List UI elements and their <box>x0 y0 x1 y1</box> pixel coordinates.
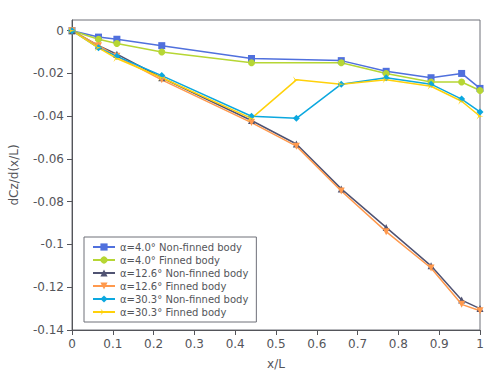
svg-text:-0.04: -0.04 <box>33 109 64 123</box>
svg-text:0.7: 0.7 <box>348 337 367 351</box>
svg-text:0.1: 0.1 <box>103 337 122 351</box>
svg-text:-0.12: -0.12 <box>33 280 64 294</box>
svg-text:0: 0 <box>56 24 64 38</box>
svg-text:0.8: 0.8 <box>389 337 408 351</box>
svg-text:-0.02: -0.02 <box>33 66 64 80</box>
svg-text:0.5: 0.5 <box>266 337 285 351</box>
svg-text:α=4.0° Finned body: α=4.0° Finned body <box>120 255 220 266</box>
svg-text:dCz/d(x/L): dCz/d(x/L) <box>7 144 21 205</box>
svg-text:α=30.3° Non-finned body: α=30.3° Non-finned body <box>120 294 248 305</box>
svg-text:-0.08: -0.08 <box>33 195 64 209</box>
svg-text:-0.1: -0.1 <box>41 237 64 251</box>
svg-text:α=12.6° Finned body: α=12.6° Finned body <box>120 281 226 292</box>
svg-text:α=4.0° Non-finned body: α=4.0° Non-finned body <box>120 242 242 253</box>
svg-text:x/L: x/L <box>267 357 285 371</box>
svg-text:0.6: 0.6 <box>307 337 326 351</box>
svg-text:1: 1 <box>476 337 484 351</box>
svg-text:0.4: 0.4 <box>226 337 245 351</box>
svg-text:-0.14: -0.14 <box>33 323 64 337</box>
svg-text:0.3: 0.3 <box>185 337 204 351</box>
svg-text:0.9: 0.9 <box>430 337 449 351</box>
svg-text:α=30.3° Finned body: α=30.3° Finned body <box>120 307 226 318</box>
svg-text:0.2: 0.2 <box>144 337 163 351</box>
svg-text:-0.06: -0.06 <box>33 152 64 166</box>
svg-text:0: 0 <box>68 337 76 351</box>
svg-text:α=12.6° Non-finned body: α=12.6° Non-finned body <box>120 268 248 279</box>
